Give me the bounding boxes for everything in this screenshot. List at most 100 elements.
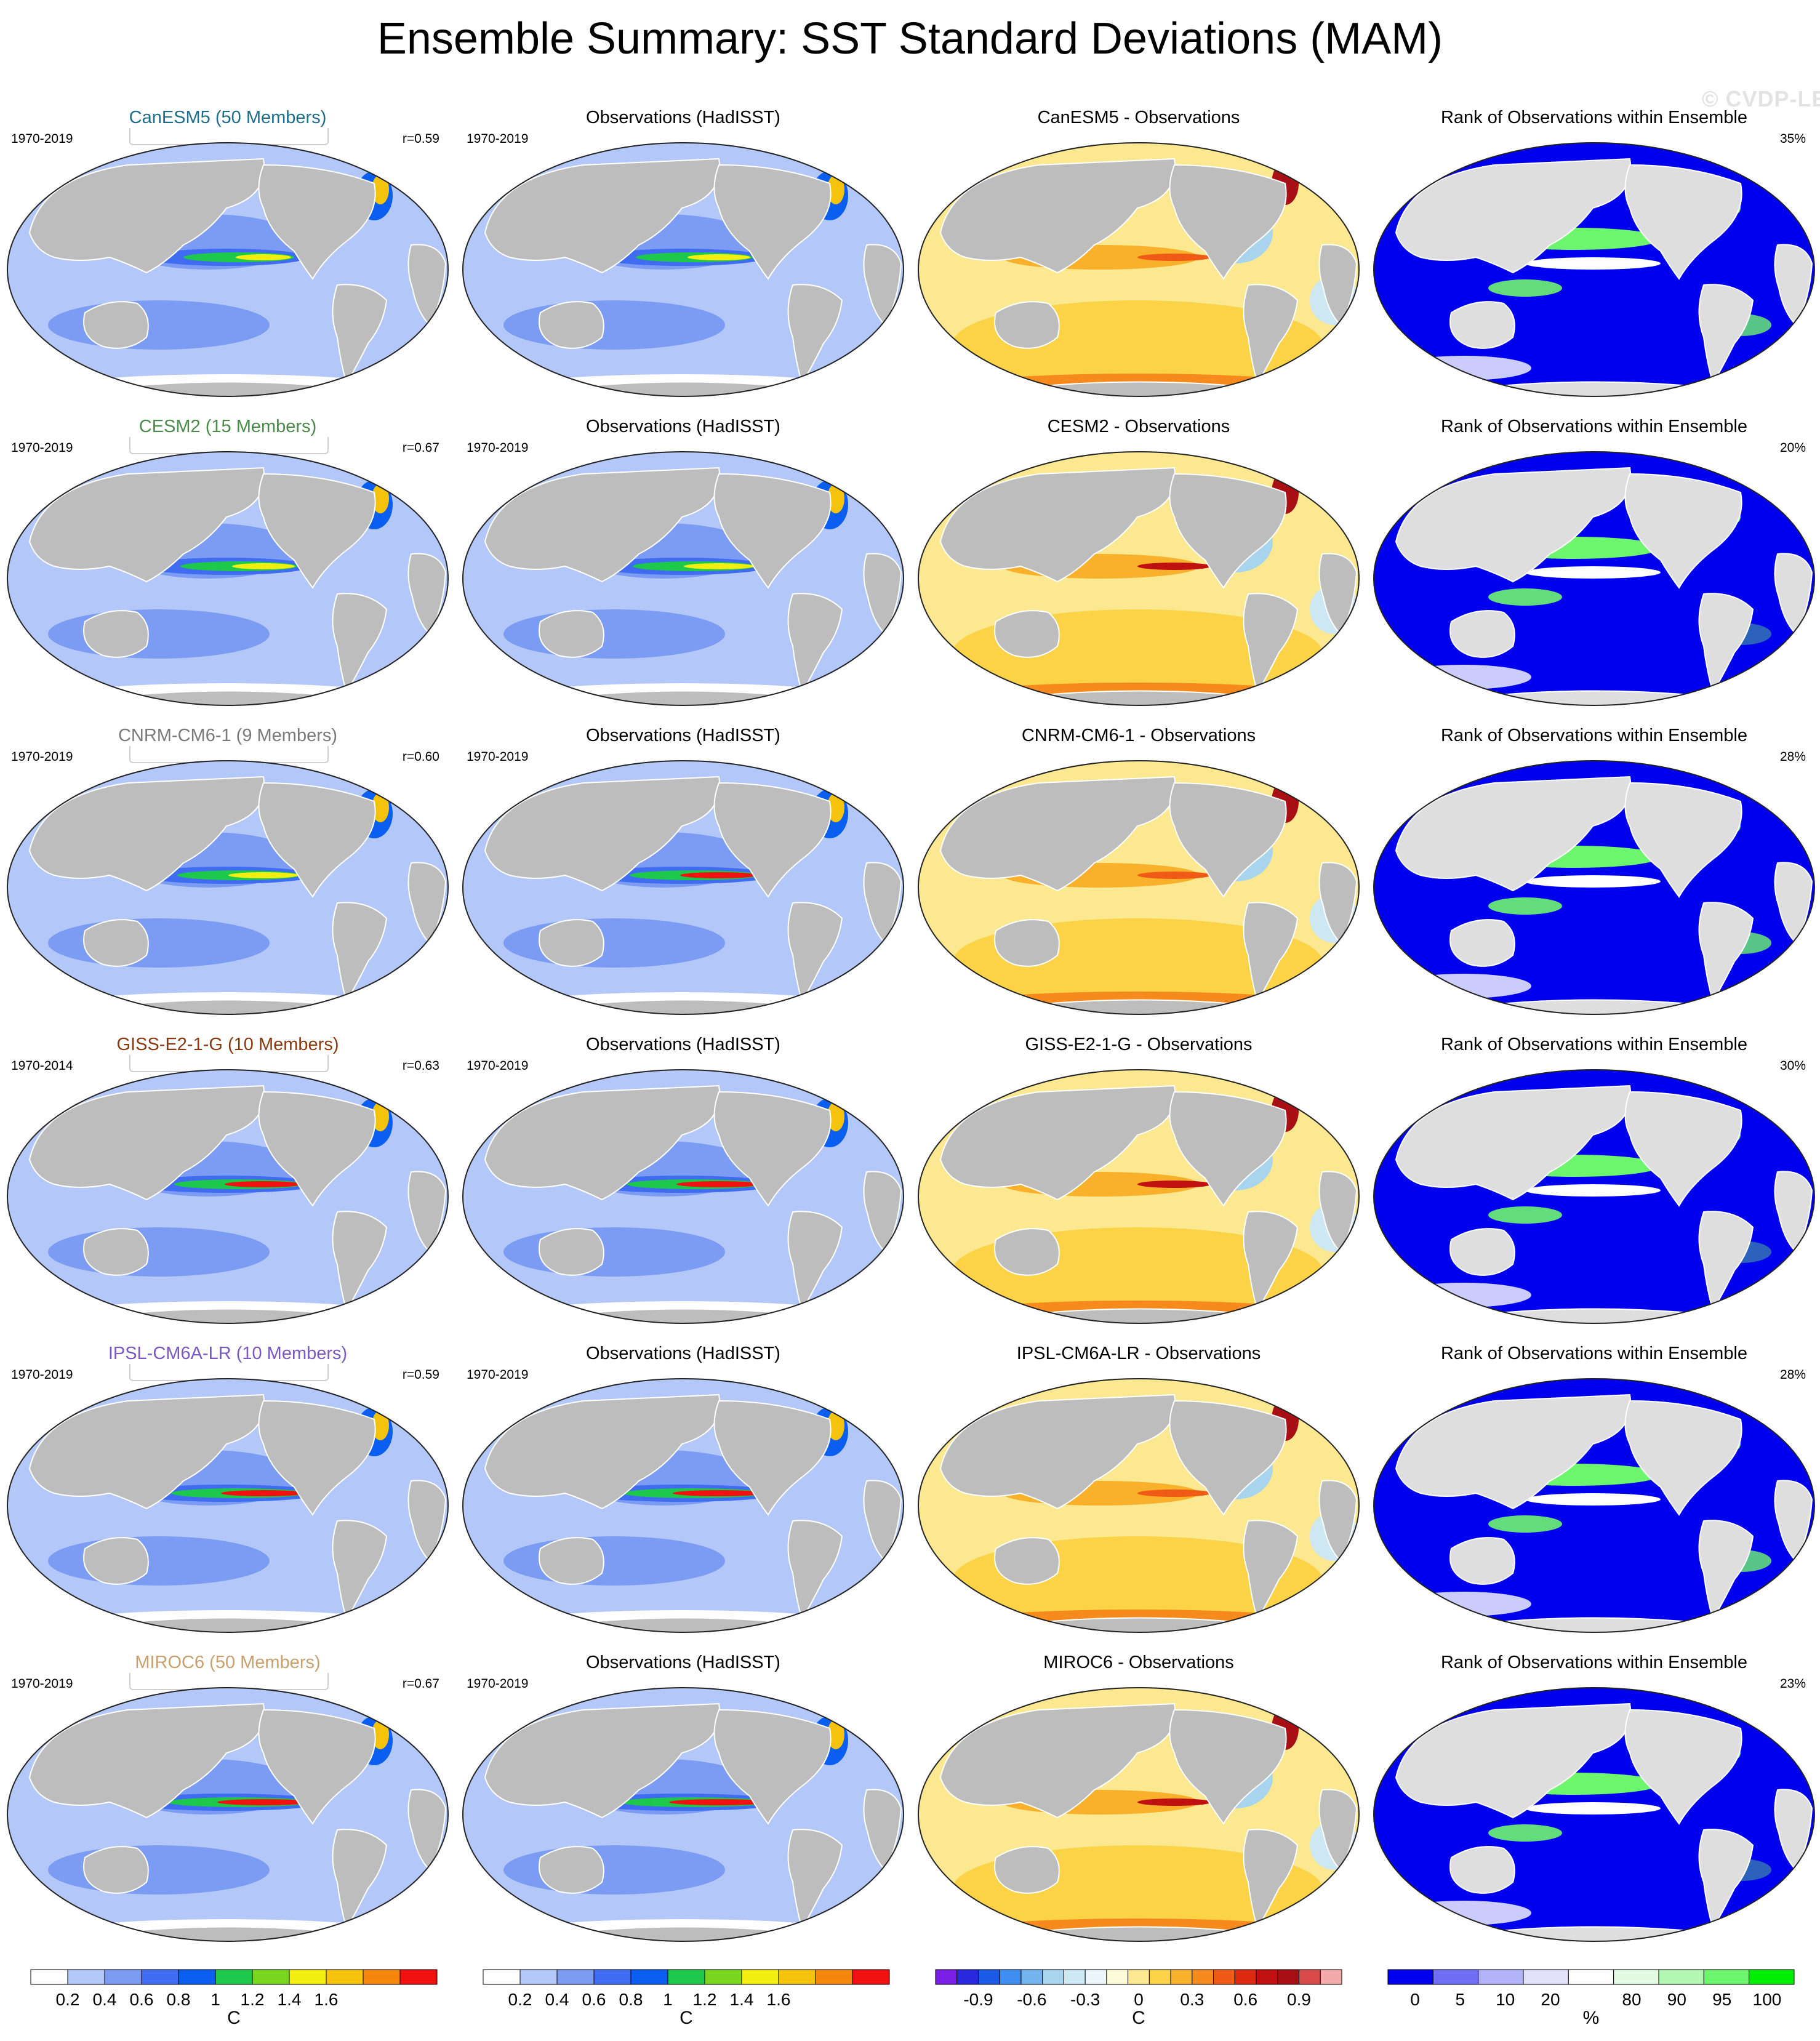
indo-pacific-green <box>1488 897 1562 915</box>
land-mass-1 <box>994 610 1060 658</box>
colorbar-swatch <box>1277 1969 1300 1985</box>
land-mass-3 <box>1698 1520 1754 1621</box>
period-label: 1970-2019 <box>11 750 73 764</box>
cold-tongue-core <box>221 1490 306 1496</box>
land-mass-0 <box>939 1702 1176 1819</box>
rank-percent: 28% <box>1779 750 1806 764</box>
land-mass-1 <box>1449 610 1515 658</box>
land-mass-2 <box>1624 473 1742 589</box>
rank-title: Rank of Observations within Ensemble <box>1440 417 1748 436</box>
cold-tongue-bias <box>1137 254 1211 261</box>
cold-tongue-core <box>225 1181 302 1187</box>
south-pacific-band <box>503 1227 725 1277</box>
gulf-stream-core <box>827 1102 844 1131</box>
colorbar-swatch <box>1658 1969 1704 1985</box>
colorbar-swatch <box>1128 1969 1150 1985</box>
colorbar-tick-label: -0.3 <box>1070 1990 1100 2009</box>
colorbar-swatch <box>778 1969 816 1985</box>
globe-map <box>918 1687 1360 1942</box>
map-border <box>462 451 904 706</box>
globe-map <box>918 142 1360 397</box>
map-panel-cesm2-obs: Observations (HadISST) 1970-2019 <box>455 401 911 710</box>
south-pacific-band <box>503 918 725 968</box>
indo-pacific-green <box>1488 279 1562 297</box>
colorbar-tick-label: 90 <box>1667 1990 1686 2009</box>
land-mass-3 <box>332 1829 388 1930</box>
colorbar-unit: C <box>1132 2008 1145 2028</box>
map-panel-cesm2-rank: Rank of Observations within Ensemble 20% <box>1366 401 1820 710</box>
land-mass-2 <box>1169 1400 1287 1516</box>
map-panel-miroc6-rank: Rank of Observations within Ensemble 23% <box>1366 1637 1820 1946</box>
southern-white <box>1396 974 1531 998</box>
colorbar-1: 0.2 0.4 0.6 0.8 1 1.2 1.4 1.6 C <box>483 1969 890 2031</box>
period-label: 1970-2019 <box>467 441 529 455</box>
indo-pacific-green <box>1488 1824 1562 1842</box>
land-mass-3 <box>787 1520 843 1621</box>
colorbar-tick-label: 100 <box>1753 1990 1782 2009</box>
southern-white <box>1396 1283 1531 1307</box>
map-panel-canesm5-rank: Rank of Observations within Ensemble 35% <box>1366 92 1820 401</box>
colorbar-swatch <box>1256 1969 1278 1985</box>
indo-pacific-green <box>1488 588 1562 606</box>
colorbar-swatch <box>1478 1969 1524 1985</box>
globe-map <box>918 1378 1360 1633</box>
map-border <box>7 451 449 706</box>
land-mass-2 <box>713 473 832 589</box>
map-panel-canesm5-obs: Observations (HadISST) 1970-2019 <box>455 92 911 401</box>
colorbar-swatch <box>326 1969 364 1985</box>
cold-tongue-core <box>688 254 750 260</box>
equatorial-white <box>1525 566 1661 579</box>
land-mass-1 <box>994 1228 1060 1276</box>
map-panel-miroc6-diff: MIROC6 - Observations <box>911 1637 1366 1946</box>
land-mass-1 <box>994 919 1060 967</box>
map-panel-ipsl-cm6a-lr-ensemble: IPSL-CM6A-LR (10 Members) 1970-2019 r=0.59 <box>0 1328 455 1637</box>
period-label: 1970-2019 <box>11 132 73 146</box>
colorbar-0: 0.2 0.4 0.6 0.8 1 1.2 1.4 1.6 C <box>30 1969 438 2031</box>
page-title: Ensemble Summary: SST Standard Deviation… <box>377 14 1443 63</box>
cold-tongue-bias <box>1137 1798 1211 1806</box>
colorbar-swatch <box>1613 1969 1659 1985</box>
colorbar-swatch <box>519 1969 558 1985</box>
south-pacific-band <box>48 609 270 659</box>
colorbar-tick-label: 0.8 <box>619 1990 643 2009</box>
colorbar-swatch <box>1084 1969 1107 1985</box>
south-pacific-band <box>503 1536 725 1586</box>
cold-tongue-core <box>232 563 295 569</box>
globe-map <box>7 451 449 706</box>
cold-tongue-bias <box>1137 872 1211 879</box>
gulf-stream-core <box>372 1411 389 1440</box>
southern-white <box>1396 1592 1531 1616</box>
colorbar-tick-label: 0.2 <box>508 1990 532 2009</box>
map-panel-giss-e2-1-g-obs: Observations (HadISST) 1970-2019 <box>455 1019 911 1328</box>
colorbar-unit: % <box>1582 2008 1600 2028</box>
ensemble-title: CanESM5 (50 Members) <box>129 108 327 127</box>
land-mass-3 <box>1698 1211 1754 1312</box>
rank-percent: 20% <box>1779 441 1806 455</box>
land-mass-3 <box>332 284 388 385</box>
land-mass-2 <box>1624 782 1742 898</box>
land-mass-3 <box>332 1520 388 1621</box>
colorbar-swatch <box>556 1969 595 1985</box>
colorbar-tick-label: 1 <box>663 1990 673 2009</box>
colorbar-swatch <box>999 1969 1022 1985</box>
southern-white <box>1396 356 1531 380</box>
colorbar-tick-label: 80 <box>1622 1990 1641 2009</box>
obs-title: Observations (HadISST) <box>586 1035 780 1054</box>
colorbar-swatch <box>741 1969 779 1985</box>
land-mass-1 <box>83 1537 149 1585</box>
land-mass-2 <box>1624 1400 1742 1516</box>
land-mass-1 <box>994 1537 1060 1585</box>
land-mass-0 <box>484 1393 721 1510</box>
map-panel-miroc6-ensemble: MIROC6 (50 Members) 1970-2019 r=0.67 <box>0 1637 455 1946</box>
land-mass-0 <box>1395 1702 1632 1819</box>
map-border <box>462 1687 904 1942</box>
map-border <box>918 760 1360 1015</box>
land-mass-0 <box>1395 1085 1632 1201</box>
land-mass-3 <box>1698 902 1754 1003</box>
land-mass-2 <box>1624 164 1742 280</box>
globe-map <box>462 451 904 706</box>
diff-title: CanESM5 - Observations <box>1037 108 1240 127</box>
colorbar-swatch <box>1387 1969 1433 1985</box>
land-mass-2 <box>1169 1709 1287 1825</box>
south-pacific-band <box>503 609 725 659</box>
